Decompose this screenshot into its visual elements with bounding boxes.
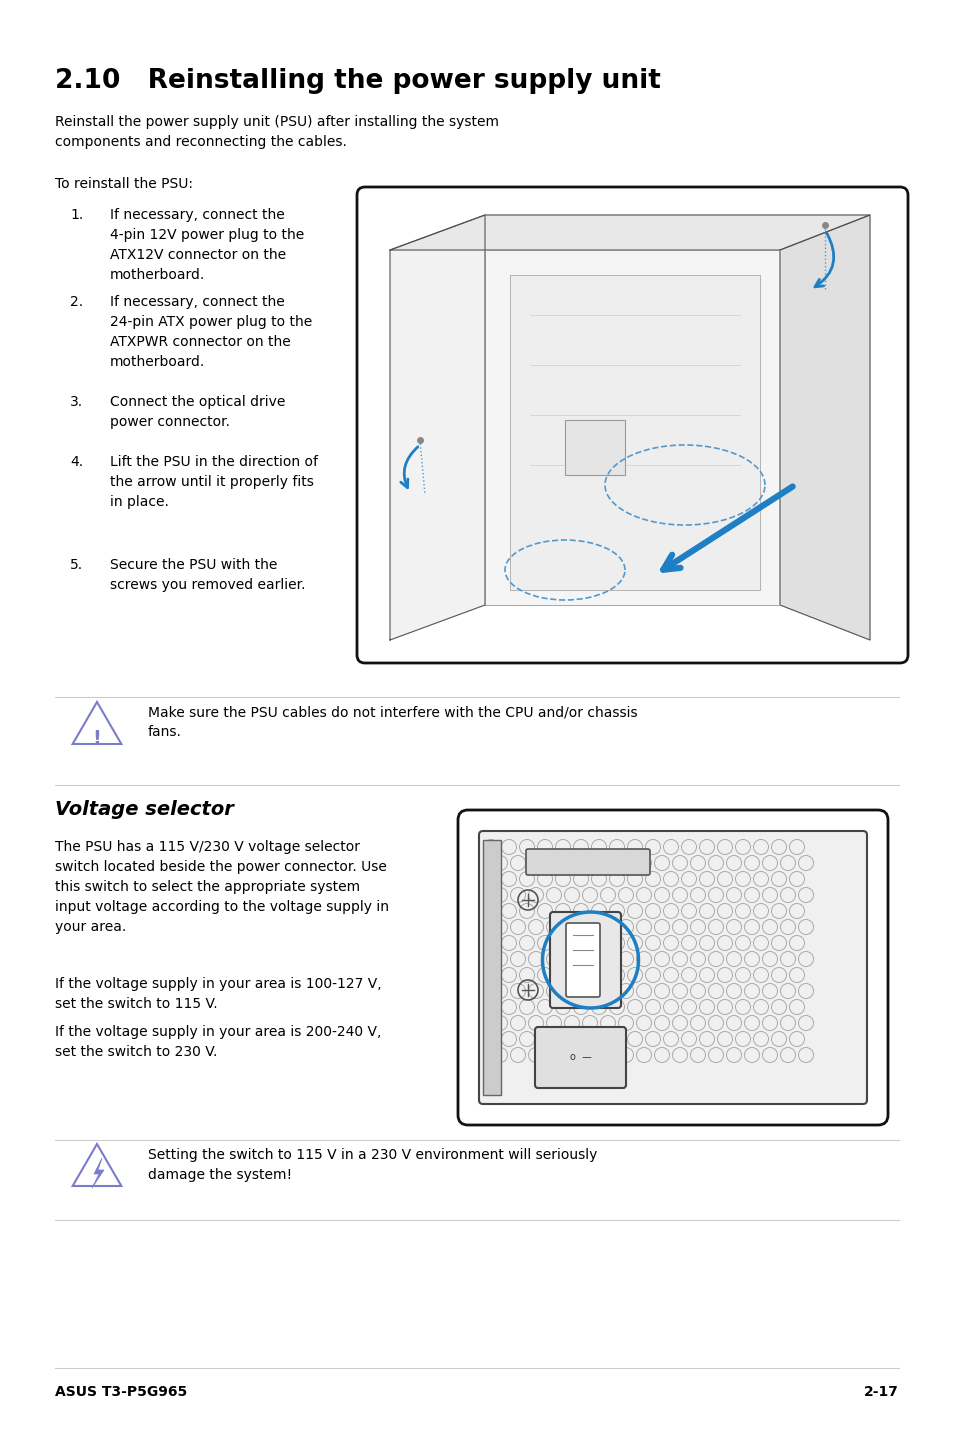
Text: To reinstall the PSU:: To reinstall the PSU: (55, 177, 193, 191)
Text: 2-17: 2-17 (863, 1385, 898, 1399)
Text: 1.: 1. (70, 209, 83, 221)
FancyBboxPatch shape (565, 923, 599, 997)
Text: The PSU has a 115 V/230 V voltage selector
switch located beside the power conne: The PSU has a 115 V/230 V voltage select… (55, 840, 389, 935)
Text: Voltage selector: Voltage selector (55, 800, 233, 820)
Text: Connect the optical drive
power connector.: Connect the optical drive power connecto… (110, 395, 285, 429)
Text: Setting the switch to 115 V in a 230 V environment will seriously
damage the sys: Setting the switch to 115 V in a 230 V e… (148, 1148, 597, 1182)
Polygon shape (780, 216, 869, 640)
FancyBboxPatch shape (525, 848, 649, 874)
FancyBboxPatch shape (535, 1027, 625, 1089)
Polygon shape (390, 216, 869, 250)
FancyBboxPatch shape (564, 420, 624, 475)
Text: ASUS T3-P5G965: ASUS T3-P5G965 (55, 1385, 187, 1399)
Text: Make sure the PSU cables do not interfere with the CPU and/or chassis
fans.: Make sure the PSU cables do not interfer… (148, 705, 637, 739)
FancyBboxPatch shape (457, 810, 887, 1125)
Polygon shape (510, 275, 760, 590)
Bar (482, 840, 500, 1094)
Text: If the voltage supply in your area is 100-127 V,
set the switch to 115 V.: If the voltage supply in your area is 10… (55, 976, 381, 1011)
Text: 2.: 2. (70, 295, 83, 309)
Text: If the voltage supply in your area is 200-240 V,
set the switch to 230 V.: If the voltage supply in your area is 20… (55, 1025, 381, 1058)
FancyBboxPatch shape (356, 187, 907, 663)
Text: !: ! (92, 729, 101, 748)
Text: Reinstall the power supply unit (PSU) after installing the system
components and: Reinstall the power supply unit (PSU) af… (55, 115, 498, 150)
Text: 4.: 4. (70, 454, 83, 469)
Text: If necessary, connect the
4-pin 12V power plug to the
ATX12V connector on the
mo: If necessary, connect the 4-pin 12V powe… (110, 209, 304, 282)
Polygon shape (390, 216, 484, 640)
Text: If necessary, connect the
24-pin ATX power plug to the
ATXPWR connector on the
m: If necessary, connect the 24-pin ATX pow… (110, 295, 312, 370)
Text: o  —: o — (569, 1053, 591, 1063)
Text: Secure the PSU with the
screws you removed earlier.: Secure the PSU with the screws you remov… (110, 558, 305, 592)
Text: 3.: 3. (70, 395, 83, 408)
Text: 5.: 5. (70, 558, 83, 572)
FancyBboxPatch shape (478, 831, 866, 1104)
Polygon shape (91, 1158, 104, 1188)
Text: 2.10   Reinstalling the power supply unit: 2.10 Reinstalling the power supply unit (55, 68, 660, 93)
FancyBboxPatch shape (550, 912, 620, 1008)
Text: Lift the PSU in the direction of
the arrow until it properly fits
in place.: Lift the PSU in the direction of the arr… (110, 454, 317, 509)
Polygon shape (484, 250, 780, 605)
